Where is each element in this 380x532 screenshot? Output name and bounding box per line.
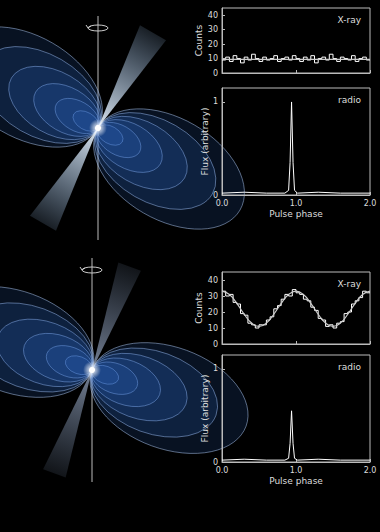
svg-text:Flux (arbitrary): Flux (arbitrary) (200, 108, 210, 176)
svg-text:2.0: 2.0 (364, 199, 377, 208)
svg-text:X-ray: X-ray (337, 15, 361, 25)
svg-text:1: 1 (213, 364, 218, 373)
svg-text:0: 0 (212, 190, 218, 200)
svg-text:0: 0 (213, 69, 218, 78)
svg-text:30: 30 (208, 25, 218, 34)
svg-text:2.0: 2.0 (364, 466, 377, 475)
svg-text:0.0: 0.0 (216, 199, 229, 208)
svg-text:20: 20 (208, 40, 218, 49)
svg-text:1.0: 1.0 (290, 466, 303, 475)
svg-text:X-ray: X-ray (337, 279, 361, 289)
svg-text:Counts: Counts (194, 292, 204, 324)
svg-text:40: 40 (208, 276, 218, 285)
svg-text:Pulse phase: Pulse phase (269, 209, 323, 219)
svg-text:40: 40 (208, 11, 218, 20)
svg-text:radio: radio (338, 362, 361, 372)
svg-text:10: 10 (208, 324, 218, 333)
svg-text:Counts: Counts (194, 24, 204, 56)
svg-text:10: 10 (208, 54, 218, 63)
svg-text:radio: radio (338, 95, 361, 105)
svg-text:1.0: 1.0 (290, 199, 303, 208)
svg-text:1: 1 (213, 97, 218, 106)
svg-text:0: 0 (213, 340, 218, 349)
svg-text:30: 30 (208, 292, 218, 301)
svg-text:20: 20 (208, 308, 218, 317)
svg-text:Flux (arbitrary): Flux (arbitrary) (200, 375, 210, 443)
svg-text:0: 0 (212, 457, 218, 467)
svg-text:Pulse phase: Pulse phase (269, 476, 323, 486)
svg-text:0.0: 0.0 (216, 466, 229, 475)
